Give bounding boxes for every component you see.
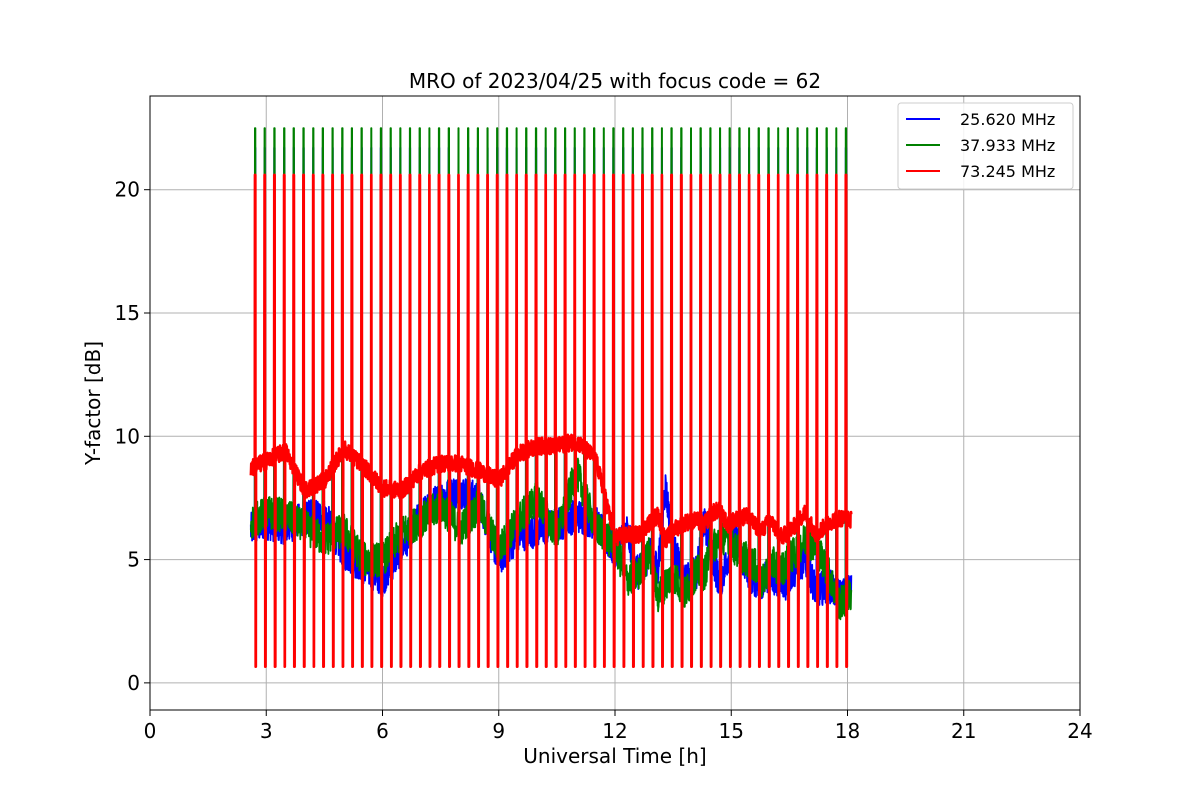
- x-tick-label: 15: [719, 719, 744, 743]
- x-tick-label: 0: [144, 719, 157, 743]
- x-tick-label: 6: [376, 719, 389, 743]
- chart-title: MRO of 2023/04/25 with focus code = 62: [409, 69, 821, 93]
- legend-label: 37.933 MHz: [960, 136, 1055, 155]
- y-tick-label: 15: [115, 301, 140, 325]
- x-tick-label: 3: [260, 719, 273, 743]
- x-tick-label: 9: [492, 719, 505, 743]
- legend-label: 25.620 MHz: [960, 110, 1055, 129]
- x-tick-label: 12: [602, 719, 627, 743]
- y-tick-label: 20: [115, 178, 140, 202]
- y-axis-label: Y-factor [dB]: [81, 341, 105, 466]
- y-tick-label: 0: [127, 671, 140, 695]
- series-line: [249, 173, 853, 669]
- x-tick-label: 18: [835, 719, 860, 743]
- y-tick-label: 10: [115, 424, 140, 448]
- legend-label: 73.245 MHz: [960, 162, 1055, 181]
- legend: 25.620 MHz 37.933 MHz 73.245 MHz: [897, 102, 1074, 190]
- plot-area: [249, 127, 853, 669]
- y-tick-label: 5: [127, 548, 140, 572]
- x-axis-label: Universal Time [h]: [523, 744, 706, 768]
- x-tick-label: 24: [1067, 719, 1092, 743]
- axis-ticks: 0 3 6 9 12 15 18 21 24 0 5 10 15 20: [115, 178, 1093, 743]
- x-tick-label: 21: [951, 719, 976, 743]
- legend-box: [897, 102, 1074, 190]
